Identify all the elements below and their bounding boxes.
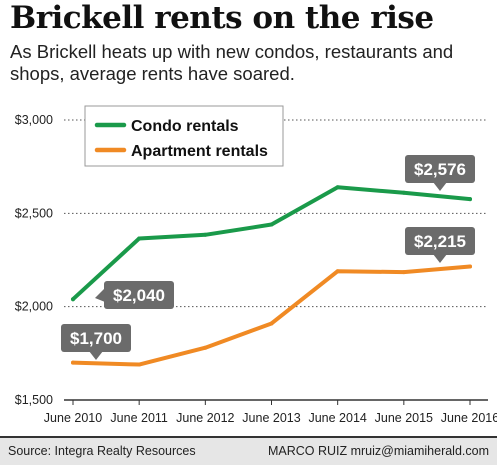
- callout-label: $2,040: [113, 286, 165, 305]
- data-point: [468, 264, 472, 269]
- series-lines: [71, 185, 472, 367]
- data-point: [401, 270, 406, 275]
- value-callout: $2,040: [95, 281, 174, 309]
- callout-label: $1,700: [70, 329, 122, 348]
- data-point: [71, 297, 75, 302]
- source-note: Source: Integra Realty Resources: [8, 444, 196, 458]
- credit-line: MARCO RUIZ mruiz@miamiherald.com: [267, 444, 489, 458]
- legend-label: Condo rentals: [131, 118, 239, 135]
- x-tick-label: June 2015: [375, 411, 433, 425]
- y-tick-label: $2,000: [15, 300, 53, 314]
- data-point: [401, 190, 406, 195]
- data-point: [71, 360, 75, 365]
- data-point: [137, 236, 142, 241]
- legend-box: [84, 105, 284, 167]
- data-point: [203, 345, 208, 350]
- footer: Source: Integra Realty Resources MARCO R…: [0, 438, 497, 465]
- chart-title: Brickell rents on the rise: [10, 0, 434, 36]
- x-tick-label: June 2014: [308, 411, 366, 425]
- value-callout: $2,215: [405, 227, 475, 263]
- data-point: [137, 362, 142, 367]
- x-tick-label: June 2016: [441, 411, 497, 425]
- data-point: [269, 222, 274, 227]
- y-tick-label: $1,500: [15, 393, 53, 407]
- footer-divider: [0, 436, 497, 438]
- data-point: [468, 197, 472, 202]
- value-callout: $2,576: [405, 155, 475, 191]
- value-callout: $1,700: [61, 324, 131, 360]
- callout-label: $2,576: [414, 160, 466, 179]
- line-chart: $1,500 $2,000 $2,500 $3,000 June 2010 June 20…: [15, 105, 497, 425]
- chart-subtitle: As Brickell heats up with new condos, re…: [10, 41, 454, 84]
- data-point: [203, 232, 208, 237]
- data-point: [335, 269, 340, 274]
- x-tick-label: June 2010: [44, 411, 102, 425]
- y-tick-label: $2,500: [15, 206, 53, 220]
- x-tick-label: June 2012: [176, 411, 234, 425]
- data-point: [335, 185, 340, 190]
- callout-label: $2,215: [414, 232, 466, 251]
- data-point: [269, 321, 274, 326]
- x-tick-label: June 2013: [242, 411, 300, 425]
- y-tick-label: $3,000: [15, 113, 53, 127]
- legend-label: Apartment rentals: [131, 143, 268, 160]
- callouts: $2,040 $2,576 $1,700 $2,215: [61, 155, 475, 360]
- axes: $1,500 $2,000 $2,500 $3,000 June 2010 June 20…: [15, 113, 497, 425]
- legend: Condo rentals Apartment rentals: [84, 105, 284, 167]
- x-tick-label: June 2011: [110, 411, 168, 425]
